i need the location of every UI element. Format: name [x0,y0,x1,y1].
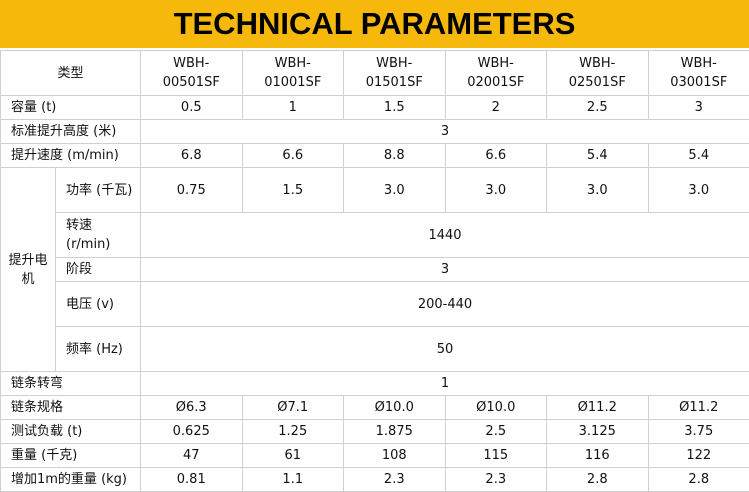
value-cell: 2.8 [547,468,649,492]
cell-text: WBH-03001SF [670,54,727,92]
page: TECHNICAL PARAMETERS 类型 WBH-00501SF WBH-01… [0,0,749,437]
spec-table: 类型 WBH-00501SF WBH-01001SF WBH-01501SF WBH-0… [0,50,749,492]
value-cell: Ø6.3 [141,396,243,420]
value-cell: WBH-01001SF [242,51,344,96]
value-cell: 0.75 [141,168,243,213]
row-label: 转速 (r/min) [56,213,141,258]
value-cell: 1 [141,372,749,396]
title: TECHNICAL PARAMETERS [174,6,576,42]
row-label: 频率 (Hz) [56,327,141,372]
group-label: 提升电机 [1,168,56,372]
value-cell: 3.0 [547,168,649,213]
value-cell: 2.3 [344,468,446,492]
value-cell: 1.5 [242,168,344,213]
row-label: 功率 (千瓦) [56,168,141,213]
value-cell: WBH-00501SF [141,51,243,96]
value-cell: 6.6 [445,144,547,168]
value-cell: WBH-01501SF [344,51,446,96]
header: TECHNICAL PARAMETERS [0,0,749,48]
value-cell: 5.4 [547,144,649,168]
cell-text: WBH-02501SF [569,54,626,92]
value-cell: 2.5 [547,96,649,120]
value-cell: 6.8 [141,144,243,168]
row-label: 增加1m的重量 (kg) [1,468,141,492]
value-cell: 3 [141,258,749,282]
row-label: 链条规格 [1,396,141,420]
row-label: 容量 (t) [1,96,141,120]
value-cell: 61 [242,444,344,468]
value-cell: 2 [445,96,547,120]
value-cell: 3.0 [344,168,446,213]
value-cell: WBH-02501SF [547,51,649,96]
value-cell: 115 [445,444,547,468]
value-cell: 50 [141,327,749,372]
value-cell: 8.8 [344,144,446,168]
value-cell: 2.8 [648,468,749,492]
value-cell: 2.5 [445,420,547,444]
value-cell: Ø7.1 [242,396,344,420]
value-cell: 6.6 [242,144,344,168]
value-cell: 116 [547,444,649,468]
value-cell: 3 [141,120,749,144]
value-cell: 0.81 [141,468,243,492]
value-cell: 0.625 [141,420,243,444]
table-row: 标准提升高度 (米)3 [1,120,749,144]
row-label: 测试负载 (t) [1,420,141,444]
value-cell: 108 [344,444,446,468]
value-cell: 1.5 [344,96,446,120]
table-row: 电压 (v)200-440 [1,282,749,327]
value-cell: 1.875 [344,420,446,444]
value-cell: 47 [141,444,243,468]
value-cell: 2.3 [445,468,547,492]
value-cell: 1 [242,96,344,120]
value-cell: 3.0 [648,168,749,213]
value-cell: WBH-03001SF [648,51,749,96]
value-cell: 3.75 [648,420,749,444]
header-row: 类型 WBH-00501SF WBH-01001SF WBH-01501SF WBH-0… [1,51,749,96]
row-label: 阶段 [56,258,141,282]
value-cell: 5.4 [648,144,749,168]
value-cell: 0.5 [141,96,243,120]
cell-text: WBH-00501SF [163,54,220,92]
row-label: 提升速度 (m/min) [1,144,141,168]
value-cell: 3.125 [547,420,649,444]
value-cell: 122 [648,444,749,468]
row-label: 类型 [1,51,141,96]
cell-text: WBH-02001SF [467,54,524,92]
cell-text: WBH-01501SF [366,54,423,92]
value-cell: 1440 [141,213,749,258]
table-row: 频率 (Hz)50 [1,327,749,372]
row-label: 标准提升高度 (米) [1,120,141,144]
value-cell: 3.0 [445,168,547,213]
value-cell: Ø10.0 [445,396,547,420]
row-label: 电压 (v) [56,282,141,327]
value-cell: Ø10.0 [344,396,446,420]
table-row: 转速 (r/min)1440 [1,213,749,258]
value-cell: 1.1 [242,468,344,492]
value-cell: 1.25 [242,420,344,444]
value-cell: Ø11.2 [547,396,649,420]
value-cell: 200-440 [141,282,749,327]
cell-text: WBH-01001SF [264,54,321,92]
value-cell: 3 [648,96,749,120]
value-cell: Ø11.2 [648,396,749,420]
row-label: 重量 (千克) [1,444,141,468]
row-label: 链条转弯 [1,372,141,396]
value-cell: WBH-02001SF [445,51,547,96]
